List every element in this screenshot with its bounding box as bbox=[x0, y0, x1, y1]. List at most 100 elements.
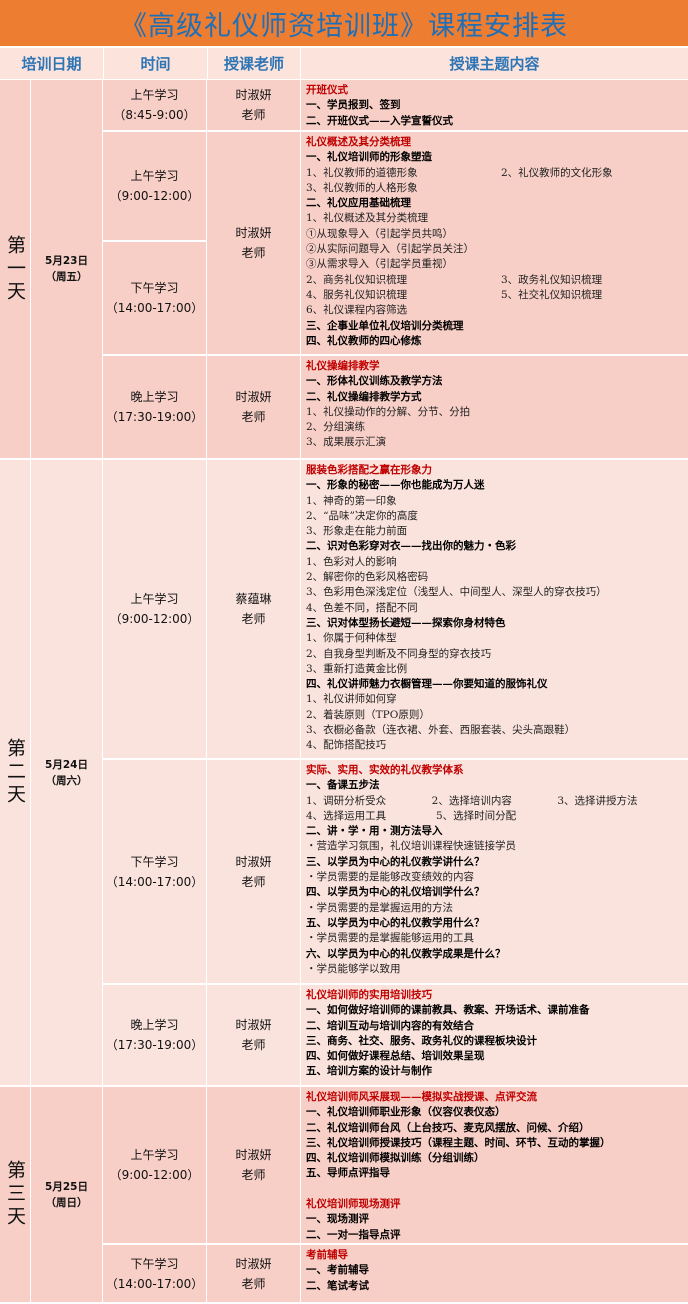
teacher-cell: 时淑妍 老师 bbox=[207, 985, 301, 1087]
topic-line: 四、礼仪讲师魅力衣橱管理——你要知道的服饰礼仪 bbox=[306, 677, 683, 692]
topic-line: ・学员需要的是掌握运用的方法 bbox=[306, 901, 683, 916]
topic-title: 开班仪式 bbox=[306, 83, 683, 98]
topic-line: 二、笔试考试 bbox=[306, 1279, 683, 1294]
line-text: 1、礼仪讲师如何穿 bbox=[306, 693, 397, 706]
line-text: 1、调研分析受众 bbox=[306, 794, 387, 807]
line-text: ②从实际问题导入（引起学员关注） bbox=[306, 243, 474, 256]
line-text: 3、礼仪教师的人格形象 bbox=[306, 181, 418, 194]
time-label: 晚上学习 bbox=[130, 1018, 179, 1032]
line-text: ・营造学习氛围，礼仪培训课程快速链接学员 bbox=[306, 840, 516, 853]
teacher-title: 老师 bbox=[241, 108, 266, 122]
line-text: 3、衣橱必备款（连衣裙、外套、西服套装、尖头高跟鞋） bbox=[306, 724, 576, 737]
time-label: 上午学习 bbox=[130, 592, 179, 606]
line-text: 礼仪培训师风采展现——模拟实战授课、点评交流 bbox=[306, 1091, 537, 1103]
line-text: 2、解密你的色彩风格密码 bbox=[306, 571, 429, 584]
topic-line: ・营造学习氛围，礼仪培训课程快速链接学员 bbox=[306, 839, 683, 854]
topic-line: 四、礼仪培训师模拟训练（分组训练） bbox=[306, 1151, 683, 1166]
line-text: 五、以学员为中心的礼仪教学用什么？ bbox=[306, 916, 485, 929]
header-time: 时间 bbox=[104, 48, 207, 79]
time-slot: 上午学习 （9:00-12:00） bbox=[103, 1087, 207, 1245]
topic-line: 2、解密你的色彩风格密码 bbox=[306, 570, 683, 585]
topic-line: ・学员能够学以致用 bbox=[306, 962, 683, 977]
time-range: （14:00-17:00） bbox=[105, 874, 204, 889]
line-text: 6、礼仪课程内容筛选 bbox=[306, 304, 408, 317]
topic-title: 礼仪操编排教学 bbox=[306, 359, 683, 374]
teacher-cell: 蔡蕴琳 老师 bbox=[207, 460, 301, 760]
teacher-name: 时淑妍 bbox=[235, 390, 272, 404]
topic-line: 3、色彩用色深浅定位（浅型人、中间型人、深型人的穿衣技巧） bbox=[306, 585, 683, 600]
line-text: 礼仪操编排教学 bbox=[306, 360, 380, 372]
day-label: 第二天 bbox=[0, 460, 31, 1087]
line-text: 四、礼仪讲师魅力衣橱管理——你要知道的服饰礼仪 bbox=[306, 678, 548, 691]
topic-line: 二、礼仪培训师台风（上台技巧、麦克风摆放、问候、介绍） bbox=[306, 1121, 683, 1136]
topic-line: 四、以学员为中心的礼仪培训学什么？ bbox=[306, 885, 683, 900]
line-text: 2、分组演练 bbox=[306, 421, 366, 434]
time-range: （8:45-9:00） bbox=[113, 108, 196, 122]
teacher-cell: 时淑妍 老师 bbox=[207, 80, 301, 132]
content-cell: 礼仪操编排教学 一、形体礼仪训练及教学方法 二、礼仪操编排教学方式 1、礼仪操动作的分… bbox=[301, 356, 688, 460]
line-text: 四、礼仪教师的四心修炼 bbox=[306, 334, 422, 347]
time-label: 上午学习 bbox=[130, 88, 179, 102]
line-text: 二、礼仪操编排教学方式 bbox=[306, 390, 422, 403]
topic-line: 二、礼仪应用基础梳理 bbox=[306, 196, 683, 211]
weekday-text: （周六） bbox=[45, 774, 88, 787]
time-slot: 下午学习 （14:00-17:00） bbox=[103, 1245, 207, 1304]
topic-title: 礼仪培训师风采展现——模拟实战授课、点评交流 bbox=[306, 1090, 683, 1105]
line-text: 二、一对一指导点评 bbox=[306, 1228, 401, 1241]
day-label: 第三天 bbox=[0, 1087, 31, 1304]
line-text: 二、礼仪培训师台风（上台技巧、麦克风摆放、问候、介绍） bbox=[306, 1121, 590, 1134]
teacher-cell: 时淑妍 老师 bbox=[207, 356, 301, 460]
topic-line: 一、形体礼仪训练及教学方法 bbox=[306, 374, 683, 389]
content-cell: 礼仪培训师风采展现——模拟实战授课、点评交流一、礼仪培训师职业形象（仪容仪表仪态… bbox=[301, 1087, 688, 1245]
teacher-cell: 时淑妍 老师 bbox=[207, 1245, 301, 1304]
teacher-title: 老师 bbox=[241, 612, 266, 626]
teacher-name: 时淑妍 bbox=[235, 1018, 272, 1032]
line-text: ・学员需要的是掌握能够运用的工具 bbox=[306, 932, 474, 945]
line-text: 开班仪式 bbox=[306, 84, 348, 96]
date-text: 5月23日 bbox=[45, 255, 88, 267]
teacher-title: 老师 bbox=[241, 1038, 266, 1052]
line-text: 4、色差不同，搭配不同 bbox=[306, 601, 418, 614]
topic-line: 二、培训互动与培训内容的有效结合 bbox=[306, 1019, 683, 1034]
topic-line: 3、重新打造黄金比例 bbox=[306, 662, 683, 677]
page-title: 《高级礼仪师资培训班》课程安排表 bbox=[0, 0, 688, 46]
teacher-title: 老师 bbox=[241, 246, 266, 260]
topic-line: 二、识对色彩穿对衣——找出你的魅力・色彩 bbox=[306, 539, 683, 554]
topic-line: 1、礼仪教师的道德形象 2、礼仪教师的文化形象 bbox=[306, 166, 683, 181]
topic-line: ・学员需要的是掌握能够运用的工具 bbox=[306, 931, 683, 946]
time-label: 下午学习 bbox=[130, 854, 179, 869]
time-slot: 下午学习 （14:00-17:00） bbox=[103, 760, 207, 985]
teacher-title: 老师 bbox=[241, 410, 266, 424]
weekday-text: （周日） bbox=[45, 1196, 88, 1209]
topic-line: 一、形象的秘密——你也能成为万人迷 bbox=[306, 478, 683, 493]
line-text: 2、“品味”决定你的高度 bbox=[306, 509, 418, 522]
line-text: 五、导师点评指导 bbox=[306, 1167, 390, 1180]
topic-line: 3、衣橱必备款（连衣裙、外套、西服套装、尖头高跟鞋） bbox=[306, 723, 683, 738]
topic-line: 三、礼仪培训师授课技巧（课程主题、时间、环节、互动的掌握） bbox=[306, 1136, 683, 1151]
content-cell: 开班仪式 一、学员报到、签到 二、开班仪式——入学宣誓仪式 bbox=[301, 80, 688, 132]
content-cell: 礼仪概述及其分类梳理 一、礼仪培训师的形象塑造 1、礼仪教师的道德形象 2、礼仪教师的… bbox=[301, 132, 688, 356]
topic-line: 四、如何做好课程总结、培训效果呈现 bbox=[306, 1049, 683, 1064]
teacher-title: 老师 bbox=[241, 874, 266, 889]
line-text: 三、识对体型扬长避短——探索你身材特色 bbox=[306, 616, 506, 629]
topic-line: 一、考前辅导 bbox=[306, 1263, 683, 1278]
topic-line: 4、选择运用工具 5、选择时间分配 bbox=[306, 809, 683, 824]
line-text: 3、选择讲授方法 bbox=[557, 794, 638, 807]
teacher-name: 时淑妍 bbox=[235, 1148, 272, 1162]
topic-line: 六、以学员为中心的礼仪教学成果是什么？ bbox=[306, 947, 683, 962]
topic-line: 3、礼仪教师的人格形象 bbox=[306, 181, 683, 196]
line-text: 4、服务礼仪知识梳理 bbox=[306, 288, 408, 301]
line-text: 二、培训互动与培训内容的有效结合 bbox=[306, 1019, 474, 1032]
time-label: 下午学习 bbox=[130, 1256, 179, 1271]
line-text: 一、如何做好培训师的课前教具、教案、开场话术、课前准备 bbox=[306, 1004, 590, 1017]
line-text: 2、自我身型判断及不同身型的穿衣技巧 bbox=[306, 647, 492, 660]
line-text: ・学员需要的是能够改变绩效的内容 bbox=[306, 871, 474, 884]
topic-line: 一、礼仪培训师职业形象（仪容仪表仪态） bbox=[306, 1105, 683, 1120]
line-text: 5、社交礼仪知识梳理 bbox=[501, 288, 603, 301]
topic-line: 五、培训方案的设计与制作 bbox=[306, 1064, 683, 1079]
topic-line: 一、现场测评 bbox=[306, 1212, 683, 1227]
date-text: 5月24日 bbox=[45, 758, 88, 771]
line-text: 1、色彩对人的影响 bbox=[306, 555, 397, 568]
header-content: 授课主题内容 bbox=[301, 48, 688, 79]
topic-title: 礼仪培训师现场测评 bbox=[306, 1197, 683, 1212]
